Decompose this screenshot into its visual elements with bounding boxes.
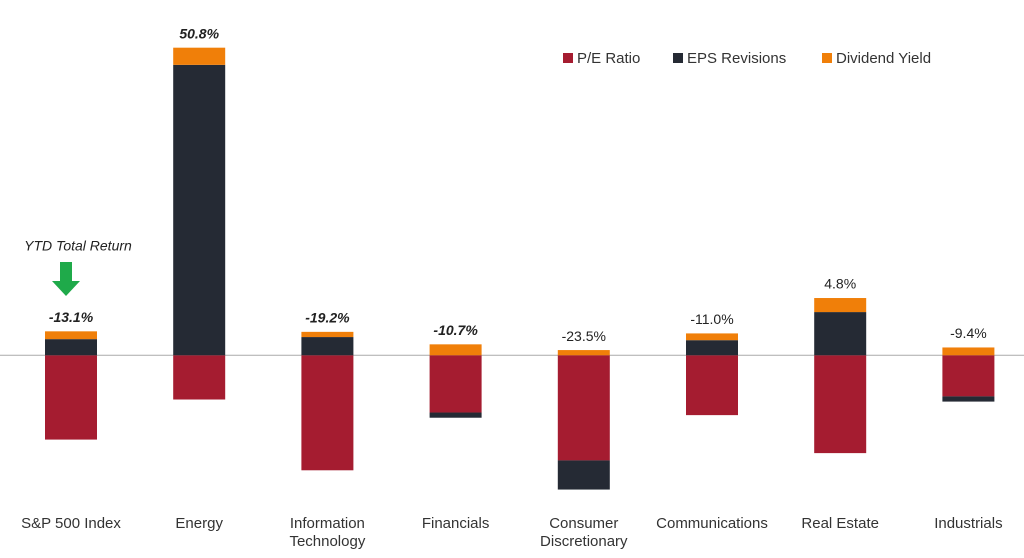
bar-segment	[173, 47, 226, 65]
x-tick-label: Information Technology	[289, 515, 366, 550]
legend-label: EPS Revisions	[687, 50, 786, 67]
bar-segment	[557, 355, 610, 461]
total-label: 50.8%	[179, 25, 219, 41]
bar-segment	[686, 333, 738, 341]
bar-segment	[301, 331, 354, 338]
bar-segment	[45, 355, 97, 440]
bar-segment	[942, 347, 995, 356]
bar-segment	[686, 355, 738, 416]
total-label: -19.2%	[305, 310, 350, 326]
legend-swatch	[673, 53, 683, 63]
legend-swatch	[822, 53, 832, 63]
bar-segment	[942, 396, 995, 402]
total-label: -13.1%	[49, 309, 94, 325]
x-tick-label: Industrials	[934, 515, 1003, 532]
bar-segment	[301, 355, 354, 471]
bar-segment	[301, 337, 354, 356]
bar-segment	[429, 412, 482, 418]
bar-segment	[429, 344, 482, 356]
bar-segment	[814, 355, 867, 454]
bar-segment	[45, 339, 97, 356]
annotation: YTD Total Return	[24, 238, 132, 254]
bar-segment	[814, 298, 867, 313]
legend-label: Dividend Yield	[836, 50, 931, 67]
x-tick-label: Energy	[175, 515, 223, 532]
bar-segment	[942, 355, 995, 397]
bar-segment	[686, 340, 738, 356]
x-tick-label: Communications	[656, 515, 768, 532]
bar-segment	[557, 350, 610, 356]
x-tick-label: Consumer Discretionary	[540, 515, 628, 550]
bar-segment	[173, 355, 226, 400]
x-tick-label: Financials	[421, 515, 490, 532]
annotation-arrow	[52, 262, 80, 296]
bar-segment	[814, 312, 867, 356]
legend-label: P/E Ratio	[577, 50, 640, 67]
total-label: -10.7%	[433, 322, 478, 338]
legend-swatch	[563, 53, 573, 63]
bar-segment	[45, 331, 97, 340]
total-label: -11.0%	[690, 311, 733, 327]
x-tick-label: S&P 500 Index	[21, 515, 121, 532]
x-tick-label: Real Estate	[801, 515, 879, 532]
bar-segment	[173, 64, 226, 356]
bar-segment	[429, 355, 482, 413]
total-label: 4.8%	[824, 276, 856, 292]
bar-segment	[557, 460, 610, 490]
total-label: -9.4%	[950, 325, 987, 341]
total-label: -23.5%	[562, 328, 606, 344]
